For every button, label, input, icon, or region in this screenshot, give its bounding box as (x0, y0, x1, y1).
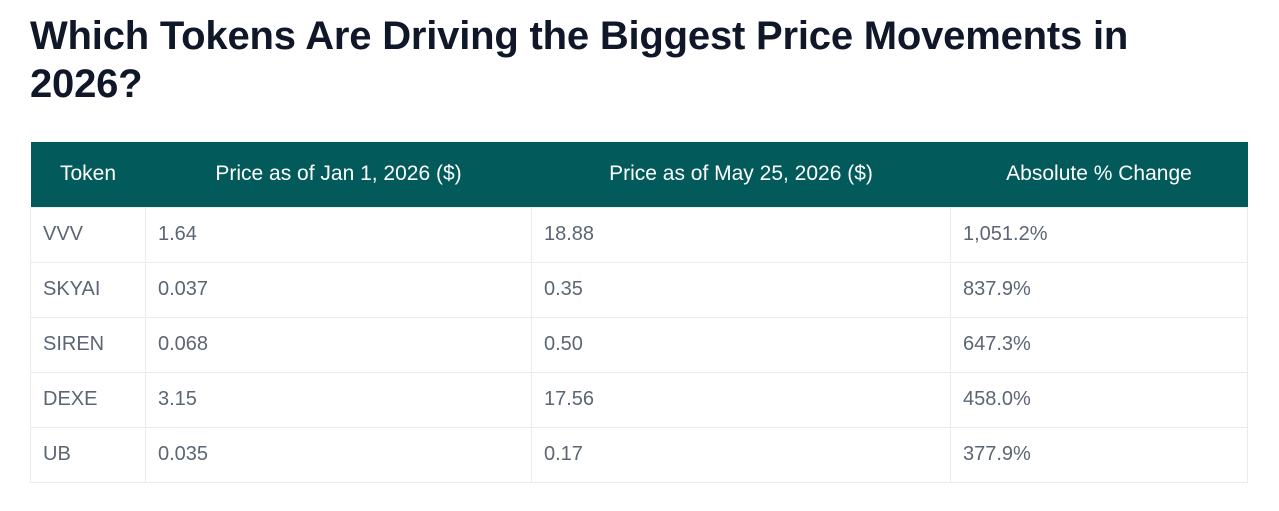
column-header-change: Absolute % Change (950, 142, 1248, 207)
cell-price-may: 17.56 (531, 371, 951, 428)
cell-price-may: 0.35 (531, 261, 951, 318)
cell-change: 377.9% (950, 426, 1248, 483)
token-price-table: Token Price as of Jan 1, 2026 ($) Price … (30, 142, 1248, 483)
table-row: UB 0.035 0.17 377.9% (30, 426, 1248, 483)
cell-price-jan: 3.15 (145, 371, 532, 428)
table-row: DEXE 3.15 17.56 458.0% (30, 371, 1248, 428)
column-header-price-jan: Price as of Jan 1, 2026 ($) (145, 142, 532, 207)
cell-token: VVV (30, 206, 146, 263)
cell-price-jan: 1.64 (145, 206, 532, 263)
cell-token: SKYAI (30, 261, 146, 318)
header-row: Token Price as of Jan 1, 2026 ($) Price … (30, 142, 1248, 207)
table-row: SIREN 0.068 0.50 647.3% (30, 316, 1248, 373)
cell-price-jan: 0.035 (145, 426, 532, 483)
cell-change: 647.3% (950, 316, 1248, 373)
cell-price-jan: 0.037 (145, 261, 532, 318)
cell-token: UB (30, 426, 146, 483)
cell-price-may: 18.88 (531, 206, 951, 263)
cell-token: DEXE (30, 371, 146, 428)
cell-change: 837.9% (950, 261, 1248, 318)
column-header-token: Token (30, 142, 146, 207)
cell-token: SIREN (30, 316, 146, 373)
table-body: VVV 1.64 18.88 1,051.2% SKYAI 0.037 0.35… (30, 206, 1248, 483)
page-title: Which Tokens Are Driving the Biggest Pri… (30, 14, 1129, 106)
table-row: SKYAI 0.037 0.35 837.9% (30, 261, 1248, 318)
table-row: VVV 1.64 18.88 1,051.2% (30, 206, 1248, 263)
column-header-price-may: Price as of May 25, 2026 ($) (531, 142, 951, 207)
cell-change: 458.0% (950, 371, 1248, 428)
cell-price-may: 0.50 (531, 316, 951, 373)
table-header: Token Price as of Jan 1, 2026 ($) Price … (30, 142, 1248, 207)
cell-change: 1,051.2% (950, 206, 1248, 263)
cell-price-jan: 0.068 (145, 316, 532, 373)
cell-price-may: 0.17 (531, 426, 951, 483)
article-section: Which Tokens Are Driving the Biggest Pri… (30, 12, 1248, 483)
